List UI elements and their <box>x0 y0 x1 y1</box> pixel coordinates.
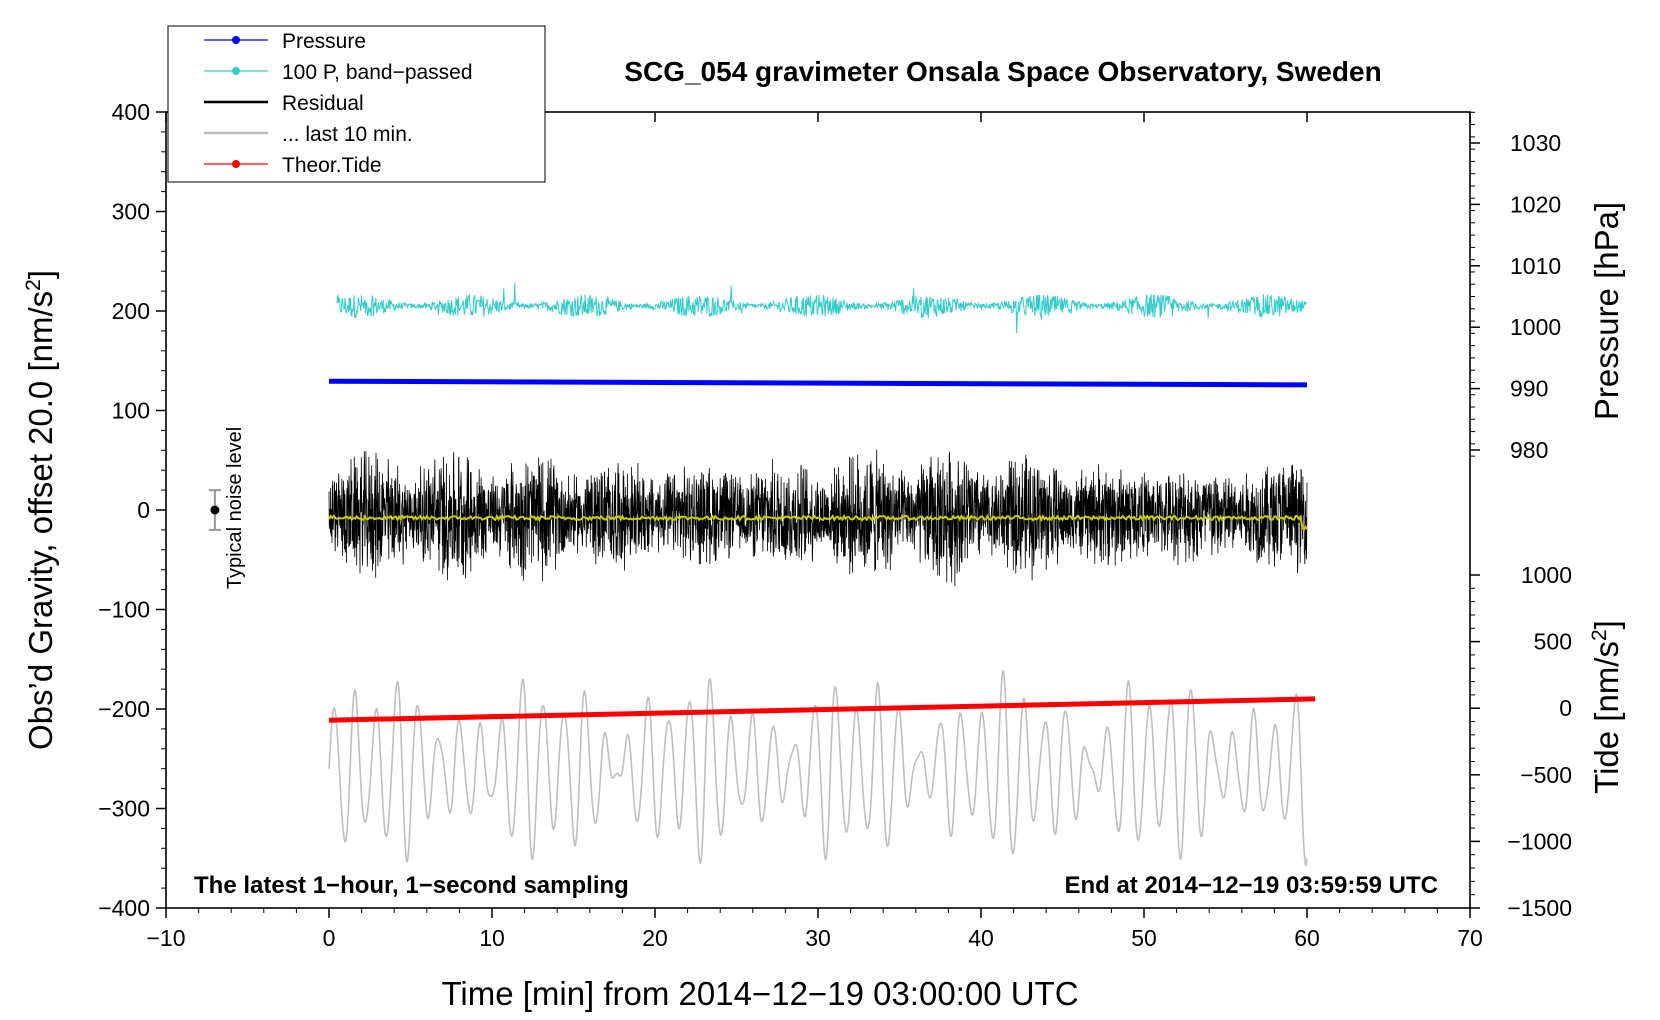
x-axis-title: Time [min] from 2014−12−19 03:00:00 UTC <box>441 975 1078 1012</box>
x-tick-label: 40 <box>968 925 994 951</box>
y-tick-label: 300 <box>112 199 150 225</box>
series-last-10-min <box>328 669 1308 867</box>
x-tick-label: 20 <box>642 925 668 951</box>
y-tick-label: −400 <box>98 895 150 921</box>
legend-marker <box>232 36 240 44</box>
series-smoothed <box>328 513 1308 532</box>
tide-tick-label: −1000 <box>1507 828 1572 854</box>
y-axis-title-tide-end: ] <box>1588 620 1625 629</box>
series-bandpassed-pressure <box>336 282 1307 334</box>
x-tick-label: 10 <box>479 925 505 951</box>
legend-label: 100 P, band−passed <box>282 61 473 84</box>
x-tick-label: −10 <box>146 925 185 951</box>
legend-box <box>167 25 546 183</box>
pressure-tick-label: 1000 <box>1510 314 1561 340</box>
y-tick-label: 0 <box>137 497 150 523</box>
x-tick-label: 30 <box>805 925 831 951</box>
y-axis-title-tide-main: Tide [nm/s <box>1588 641 1625 794</box>
legend-marker <box>232 160 240 168</box>
pressure-tick-label: 990 <box>1510 376 1548 402</box>
pressure-tick-label: 980 <box>1510 437 1548 463</box>
noise-point <box>210 505 220 515</box>
series-layer <box>328 282 1316 867</box>
y-axis-title-left-sup: 2 <box>22 279 45 291</box>
tide-tick-label: 1000 <box>1521 562 1572 588</box>
series-pressure <box>328 378 1308 388</box>
chart-title: SCG_054 gravimeter Onsala Space Observat… <box>624 56 1381 87</box>
x-tick-label: 50 <box>1131 925 1157 951</box>
y-tick-label: −100 <box>98 597 150 623</box>
y-axis-title-tide-sup: 2 <box>1588 629 1611 641</box>
legend-label: Theor.Tide <box>282 154 382 177</box>
y-tick-label: −200 <box>98 696 150 722</box>
tide-tick-label: 500 <box>1534 629 1572 655</box>
y-tick-label: 100 <box>112 398 150 424</box>
tide-tick-label: −500 <box>1520 762 1572 788</box>
x-tick-label: 60 <box>1294 925 1320 951</box>
y-axis-title-tide: Tide [nm/s2] <box>1588 620 1625 794</box>
annotation-end-time: End at 2014−12−19 03:59:59 UTC <box>1064 872 1438 899</box>
legend-label: Pressure <box>282 30 366 53</box>
tide-tick-label: −1500 <box>1507 895 1572 921</box>
y-tick-label: −300 <box>98 796 150 822</box>
noise-level-label: Typical noise level <box>224 427 246 589</box>
pressure-tick-label: 1020 <box>1510 191 1561 217</box>
tide-tick-label: 0 <box>1559 695 1572 721</box>
annotation-sampling: The latest 1−hour, 1−second sampling <box>194 872 629 899</box>
pressure-tick-label: 1030 <box>1510 130 1561 156</box>
x-tick-label: 0 <box>323 925 336 951</box>
series-theoretical-tide <box>328 696 1316 723</box>
y-axis-title-left: Obs’d Gravity, offset 20.0 [nm/s2] <box>22 270 59 750</box>
legend-marker <box>232 67 240 75</box>
noise-level-indicator <box>208 489 221 531</box>
y-axis-title-left-main: Obs’d Gravity, offset 20.0 [nm/s <box>22 291 59 750</box>
legend: Pressure 100 P, band−passed Residual ... la… <box>167 25 546 183</box>
y-axis-title-left-end: ] <box>22 270 59 279</box>
y-tick-label: 400 <box>112 99 150 125</box>
y-axis-title-pressure: Pressure [hPa] <box>1588 202 1625 420</box>
y-tick-label: 200 <box>112 298 150 324</box>
axes-layer: −10 0 10 20 30 40 50 60 704003002001000−100−200−… <box>98 99 1572 951</box>
legend-label: Residual <box>282 92 364 115</box>
x-tick-label: 70 <box>1457 925 1483 951</box>
legend-label: ... last 10 min. <box>282 123 413 146</box>
series-residual <box>328 449 1308 587</box>
pressure-tick-label: 1010 <box>1510 253 1561 279</box>
